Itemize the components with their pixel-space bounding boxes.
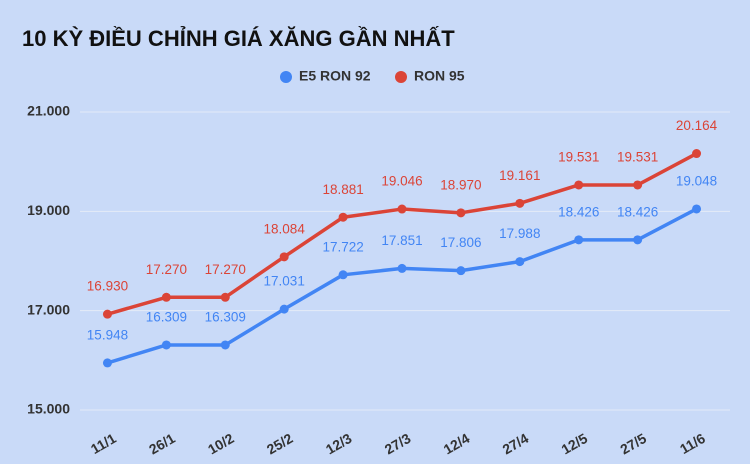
point bbox=[633, 235, 643, 245]
value-label: 17.270 bbox=[146, 262, 187, 277]
value-label: 18.426 bbox=[558, 204, 599, 219]
legend-label: RON 95 bbox=[414, 68, 465, 84]
x-tick-label: 26/1 bbox=[146, 430, 178, 458]
value-label: 19.161 bbox=[499, 168, 540, 183]
value-label: 17.988 bbox=[499, 226, 540, 241]
value-label: 19.048 bbox=[676, 174, 717, 189]
x-tick-label: 12/5 bbox=[558, 430, 590, 458]
value-label: 19.046 bbox=[381, 174, 422, 189]
point bbox=[279, 252, 289, 262]
legend-marker bbox=[280, 71, 292, 83]
value-label: 17.031 bbox=[264, 274, 305, 289]
value-label: 17.851 bbox=[381, 233, 422, 248]
x-tick-label: 11/6 bbox=[677, 430, 708, 457]
point bbox=[574, 235, 584, 245]
value-label: 18.084 bbox=[264, 221, 306, 236]
point bbox=[279, 304, 289, 314]
legend-marker bbox=[395, 71, 407, 83]
point bbox=[456, 208, 466, 218]
x-tick-label: 27/3 bbox=[382, 430, 414, 458]
value-label: 20.164 bbox=[676, 118, 718, 133]
value-label: 18.970 bbox=[440, 177, 481, 192]
point bbox=[515, 198, 525, 208]
x-tick-label: 27/5 bbox=[617, 430, 649, 458]
point bbox=[633, 180, 643, 190]
value-label: 17.722 bbox=[322, 239, 363, 254]
x-tick-label: 12/3 bbox=[323, 430, 355, 458]
point bbox=[456, 266, 466, 276]
point bbox=[574, 180, 584, 190]
value-label: 17.806 bbox=[440, 235, 481, 250]
x-tick-label: 25/2 bbox=[264, 430, 296, 458]
point bbox=[102, 309, 112, 319]
y-tick-label: 19.000 bbox=[27, 202, 70, 218]
x-tick-label: 27/4 bbox=[500, 430, 532, 458]
value-label: 15.948 bbox=[87, 327, 128, 342]
x-tick-label: 11/1 bbox=[88, 430, 119, 457]
point bbox=[338, 270, 348, 280]
y-tick-label: 17.000 bbox=[27, 301, 70, 317]
point bbox=[161, 340, 171, 350]
value-label: 16.309 bbox=[205, 310, 246, 325]
point bbox=[102, 358, 112, 368]
point bbox=[397, 263, 407, 273]
point bbox=[692, 149, 702, 159]
legend-label: E5 RON 92 bbox=[299, 68, 371, 84]
x-tick-label: 12/4 bbox=[441, 430, 473, 458]
x-tick-label: 10/2 bbox=[205, 430, 237, 458]
value-label: 16.930 bbox=[87, 279, 128, 294]
point bbox=[397, 204, 407, 214]
y-tick-label: 15.000 bbox=[27, 401, 70, 417]
chart-title: 10 KỲ ĐIỀU CHỈNH GIÁ XĂNG GẦN NHẤT bbox=[22, 26, 455, 51]
point bbox=[220, 340, 230, 350]
value-label: 19.531 bbox=[617, 150, 658, 165]
point bbox=[338, 212, 348, 222]
y-tick-label: 21.000 bbox=[27, 103, 70, 119]
value-label: 19.531 bbox=[558, 150, 599, 165]
point bbox=[161, 292, 171, 302]
value-label: 16.309 bbox=[146, 310, 187, 325]
point bbox=[515, 257, 525, 267]
value-label: 17.270 bbox=[205, 262, 246, 277]
point bbox=[692, 204, 702, 214]
value-label: 18.426 bbox=[617, 204, 658, 219]
point bbox=[220, 292, 230, 302]
value-label: 18.881 bbox=[322, 182, 363, 197]
